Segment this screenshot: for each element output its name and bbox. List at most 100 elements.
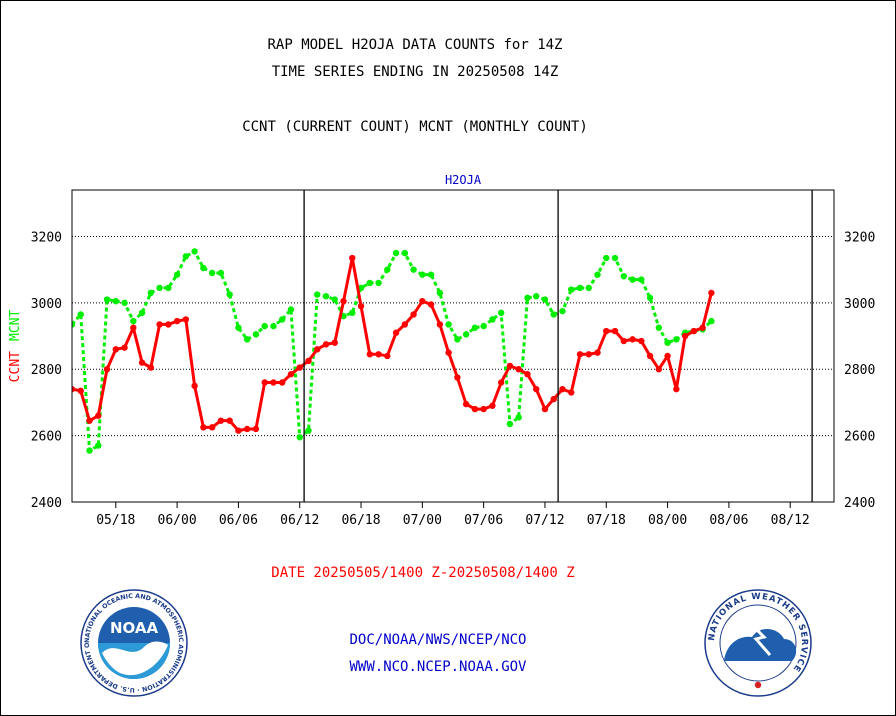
data-point-mcnt <box>541 296 549 303</box>
data-point-ccnt <box>489 402 496 409</box>
series-line-ccnt <box>72 256 713 433</box>
data-point-ccnt <box>419 297 426 305</box>
data-point-mcnt <box>620 273 627 280</box>
data-point-ccnt <box>445 349 452 356</box>
data-point-ccnt <box>252 425 260 433</box>
data-point-mcnt <box>147 289 155 297</box>
data-point-ccnt <box>384 352 391 360</box>
y-tick-label-right: 2400 <box>844 496 875 511</box>
data-point-mcnt <box>261 322 268 330</box>
x-tick-label: 07/06 <box>464 513 503 528</box>
data-point-mcnt <box>497 309 505 317</box>
x-tick-label: 06/18 <box>341 513 380 528</box>
data-point-ccnt <box>270 379 277 386</box>
data-point-mcnt <box>156 284 163 292</box>
data-point-ccnt <box>401 321 409 328</box>
data-point-mcnt <box>72 321 76 328</box>
data-point-mcnt <box>506 420 514 428</box>
data-point-mcnt <box>410 266 417 273</box>
data-point-ccnt <box>208 424 216 431</box>
x-tick-label: 06/00 <box>158 513 197 528</box>
data-point-ccnt <box>279 379 286 386</box>
data-point-mcnt <box>419 271 426 278</box>
data-point-mcnt <box>533 293 540 300</box>
data-point-ccnt <box>559 385 566 393</box>
x-tick-label: 05/18 <box>96 513 135 528</box>
data-point-ccnt <box>357 302 365 310</box>
data-point-ccnt <box>305 357 312 365</box>
data-point-ccnt <box>287 371 295 378</box>
data-point-mcnt <box>296 434 303 441</box>
data-point-mcnt <box>392 249 400 257</box>
data-point-ccnt <box>576 351 584 358</box>
data-point-ccnt <box>646 352 654 360</box>
data-point-mcnt <box>331 296 338 303</box>
data-point-ccnt <box>130 324 137 331</box>
data-point-mcnt <box>138 309 146 317</box>
data-point-ccnt <box>497 379 505 386</box>
data-point-ccnt <box>147 364 155 371</box>
data-point-ccnt <box>112 346 119 353</box>
ylabel-mcnt: MCNT <box>8 310 23 341</box>
data-point-mcnt <box>103 296 111 303</box>
data-point-ccnt <box>620 337 627 345</box>
axis-layer: 2400 2400 2600 2600 2800 2800 3000 3000 3200 3200… <box>8 173 875 528</box>
series-line-mcnt <box>72 249 713 453</box>
data-point-mcnt <box>121 299 128 307</box>
data-point-ccnt <box>314 346 321 353</box>
data-point-mcnt <box>208 269 216 277</box>
data-point-ccnt <box>77 387 84 395</box>
chart-series-title: H2OJA <box>445 173 482 187</box>
data-point-mcnt <box>191 248 198 255</box>
data-point-mcnt <box>270 322 277 330</box>
data-point-ccnt <box>611 327 619 335</box>
data-point-mcnt <box>173 271 181 278</box>
data-point-mcnt <box>664 339 671 346</box>
data-point-mcnt <box>480 322 487 330</box>
data-point-ccnt <box>331 339 338 346</box>
data-point-ccnt <box>471 405 479 413</box>
credit-line-1: DOC/NOAA/NWS/NCEP/NCO <box>349 632 527 648</box>
data-point-ccnt <box>436 321 444 328</box>
data-point-ccnt <box>673 385 680 393</box>
x-tick-label: 08/06 <box>709 513 748 528</box>
y-tick-label-left: 2400 <box>31 496 62 511</box>
data-point-ccnt <box>392 329 400 336</box>
data-point-mcnt <box>427 271 435 278</box>
y-tick-label-left: 2800 <box>31 363 62 378</box>
data-point-mcnt <box>200 264 207 272</box>
data-point-mcnt <box>646 294 654 302</box>
data-point-mcnt <box>454 336 461 343</box>
data-point-mcnt <box>673 336 680 343</box>
data-point-mcnt <box>322 293 330 300</box>
data-point-mcnt <box>375 279 382 287</box>
y-tick-label-right: 3000 <box>844 297 875 312</box>
data-point-ccnt <box>664 352 671 360</box>
data-point-ccnt <box>524 371 531 378</box>
y-tick-label-left: 2600 <box>31 430 62 445</box>
data-point-ccnt <box>568 389 575 396</box>
data-point-ccnt <box>410 311 417 318</box>
data-point-mcnt <box>77 311 84 318</box>
data-point-ccnt <box>322 341 330 348</box>
data-point-mcnt <box>235 324 242 331</box>
data-point-ccnt <box>296 364 303 371</box>
data-point-ccnt <box>427 301 435 308</box>
grid-layer <box>72 235 834 437</box>
data-point-mcnt <box>568 286 575 293</box>
data-point-mcnt <box>279 316 286 323</box>
data-point-ccnt <box>594 349 601 356</box>
data-point-mcnt <box>287 306 295 313</box>
x-tick-label: 07/12 <box>525 513 564 528</box>
data-point-mcnt <box>594 271 601 278</box>
x-tick-label: 07/18 <box>587 513 626 528</box>
data-point-ccnt <box>638 337 645 345</box>
data-point-ccnt <box>121 344 128 351</box>
data-point-ccnt <box>340 297 347 305</box>
data-point-ccnt <box>261 379 268 386</box>
data-point-mcnt <box>550 311 557 318</box>
y-tick-label-left: 3200 <box>31 230 62 245</box>
data-point-ccnt <box>173 317 181 325</box>
x-tick-label: 08/00 <box>648 513 687 528</box>
data-point-mcnt <box>86 447 93 454</box>
